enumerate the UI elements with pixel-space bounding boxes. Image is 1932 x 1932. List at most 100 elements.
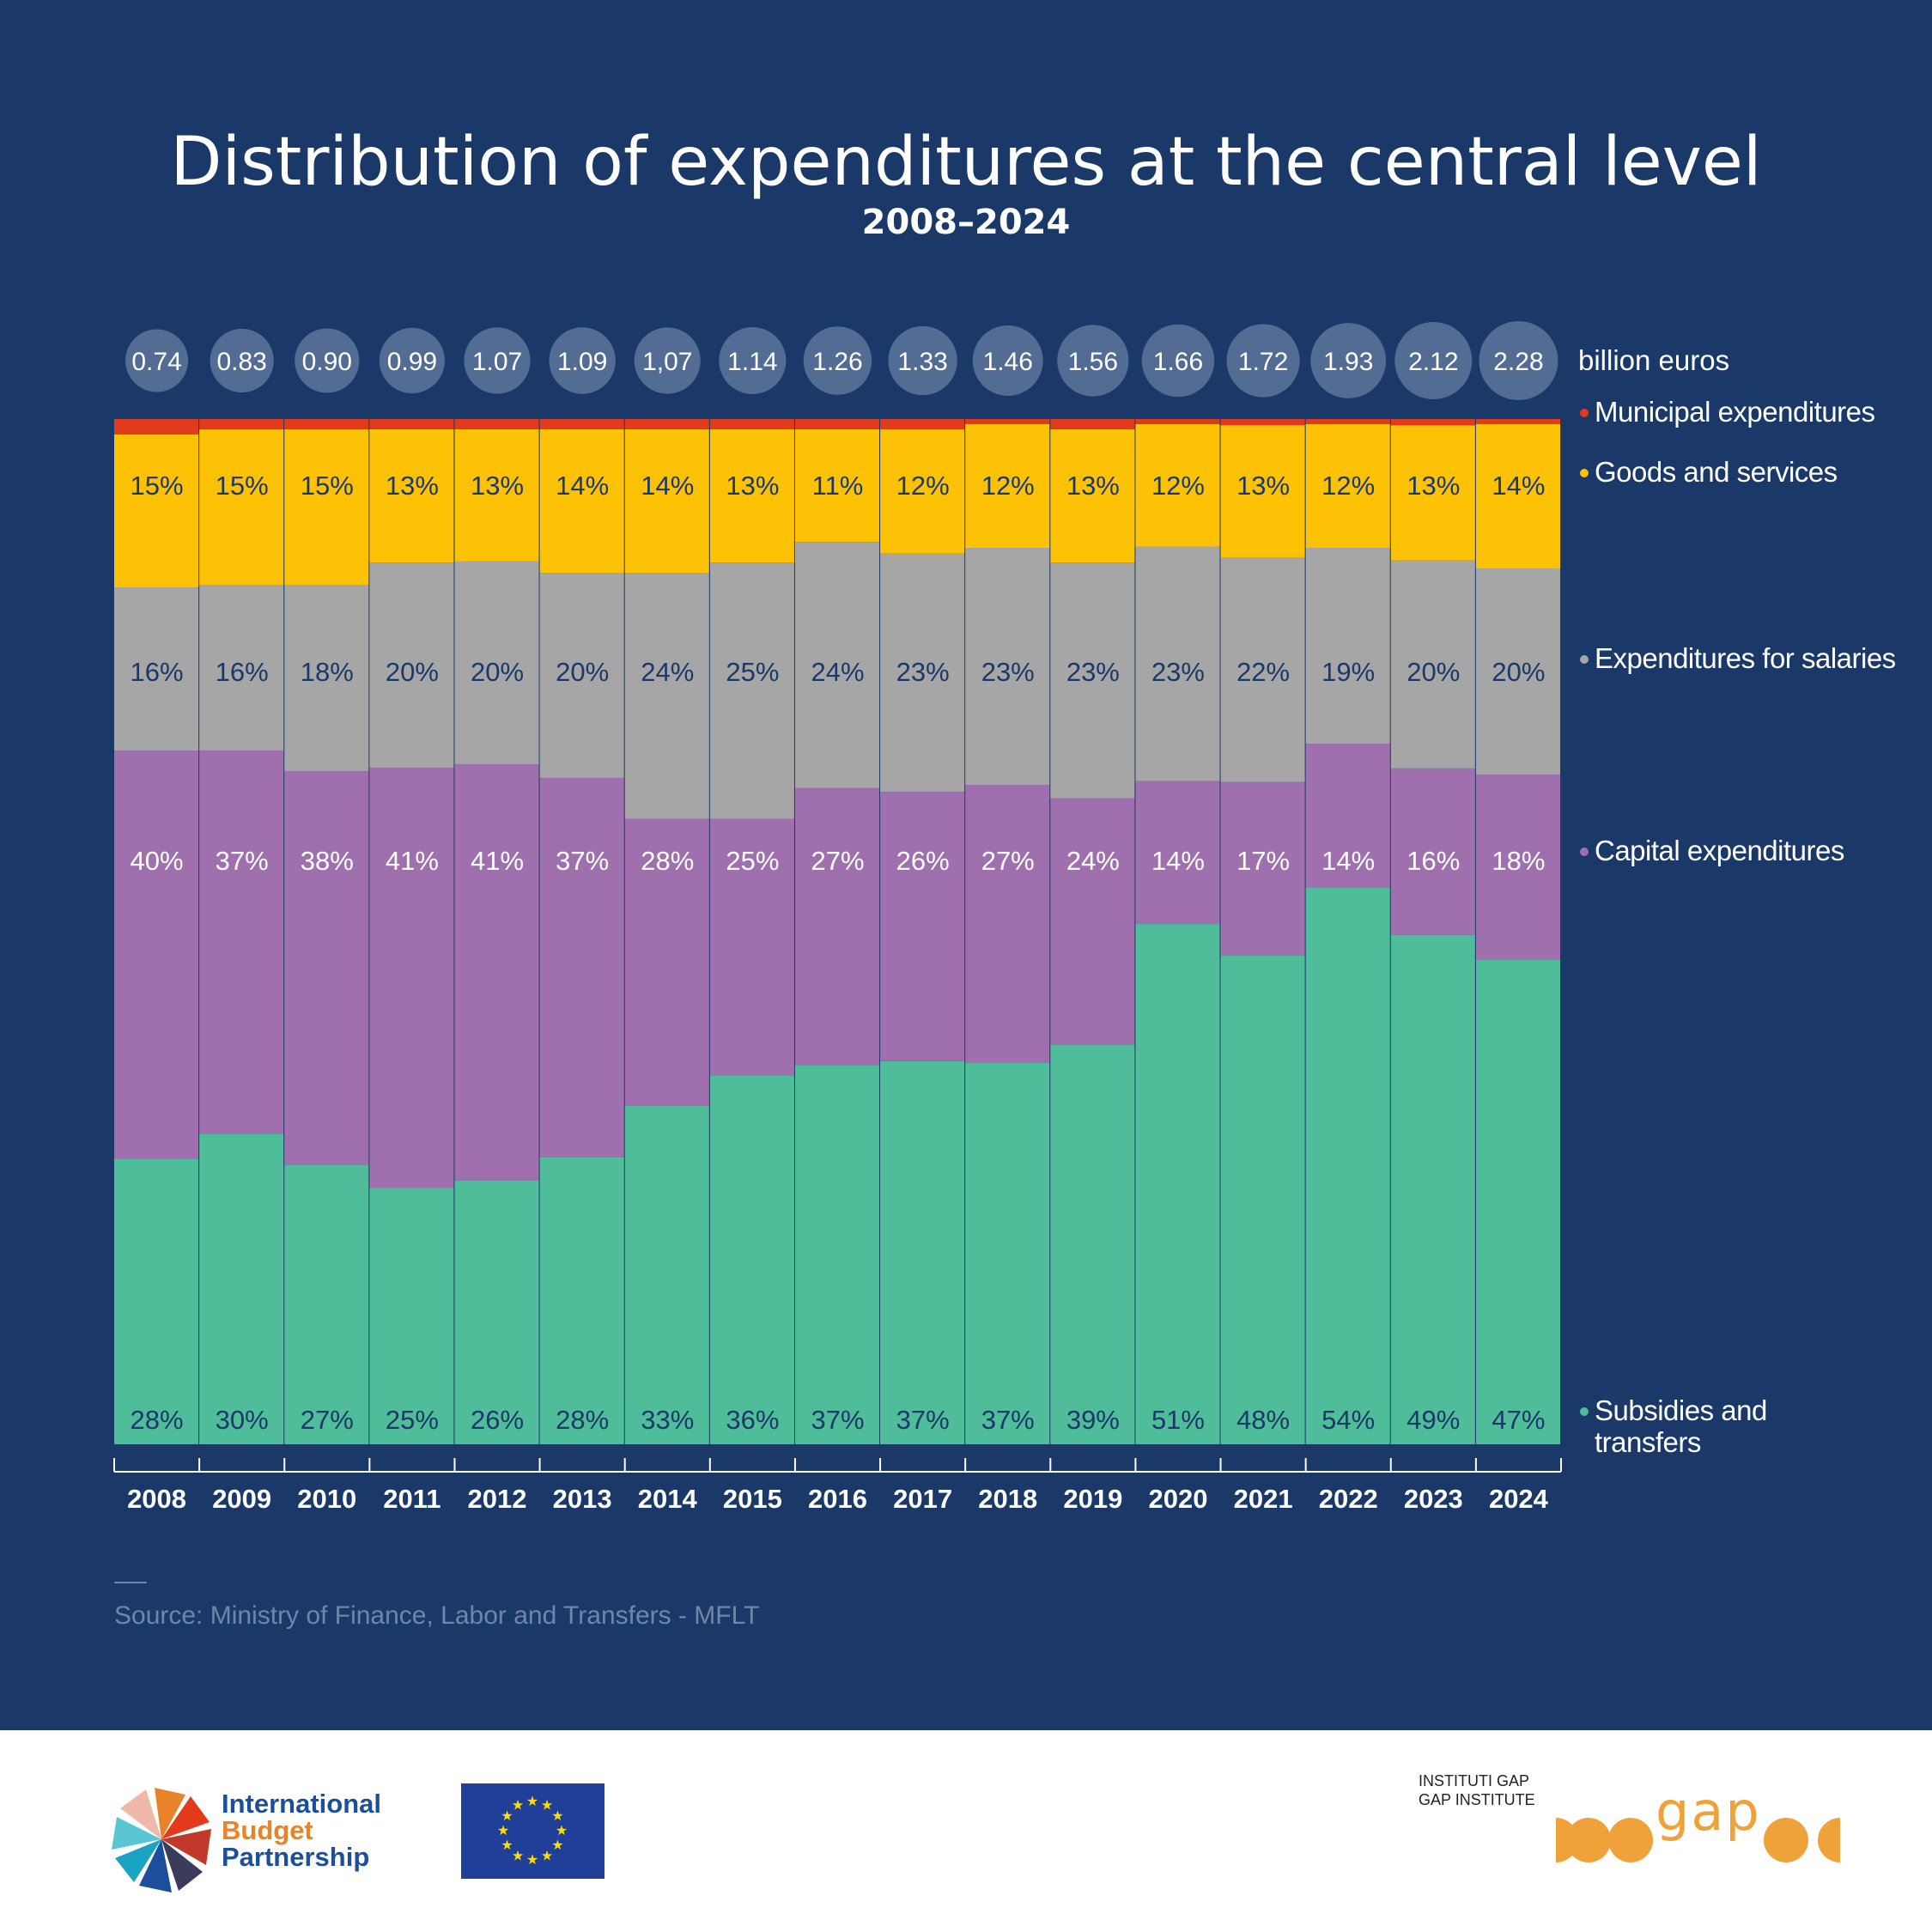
data-label: 20% — [556, 657, 609, 687]
eu-flag-icon: ★★★★★★★★★ ★ ★★ — [461, 1783, 605, 1879]
total-label: 1.46 — [983, 348, 1033, 376]
bar-segment — [454, 1180, 540, 1444]
data-label: 15% — [301, 471, 354, 501]
bar-segment — [1135, 546, 1221, 781]
total-bubble — [1310, 323, 1387, 398]
total-label: 1.14 — [727, 348, 777, 376]
bar-segment — [709, 428, 795, 563]
bar-segment — [1220, 955, 1306, 1444]
bar-segment — [1050, 428, 1136, 563]
data-label: 11% — [812, 471, 864, 501]
bar-segment — [284, 584, 370, 772]
bar-segment — [880, 553, 966, 793]
bar-segment — [199, 429, 285, 585]
bar-segment — [1390, 768, 1476, 935]
total-bubble — [125, 329, 189, 392]
x-tick-label: 2020 — [1148, 1484, 1207, 1514]
bar-segment — [1390, 560, 1476, 769]
bar-segment — [624, 428, 710, 574]
legend-swatch — [1580, 469, 1589, 477]
data-label: 25% — [386, 1405, 439, 1435]
bar-segment — [1390, 419, 1476, 426]
bar-segment — [539, 777, 625, 1157]
ibp-logo-text: International Budget Partnership — [222, 1790, 381, 1870]
bar-segment — [794, 542, 881, 788]
x-tick-label: 2021 — [1234, 1484, 1293, 1514]
data-label: 49% — [1406, 1405, 1460, 1435]
bar-segment — [1050, 562, 1136, 799]
data-label: 13% — [726, 471, 779, 501]
eu-star-icon: ★ — [501, 1809, 513, 1824]
data-label: 23% — [1066, 657, 1120, 687]
x-tick-label: 2013 — [553, 1484, 612, 1514]
x-tick-label: 2012 — [468, 1484, 527, 1514]
total-bubble — [464, 327, 531, 394]
bar-segment — [624, 419, 710, 429]
bar-segment — [454, 561, 540, 764]
data-label: 23% — [1151, 657, 1205, 687]
total-bubble — [295, 328, 360, 393]
data-label: 41% — [386, 846, 439, 876]
eu-star-icon: ★ — [541, 1849, 553, 1863]
bar-segment — [965, 548, 1051, 785]
bar-segment — [114, 587, 200, 751]
bar-segment — [454, 419, 540, 429]
x-tick-label: 2008 — [127, 1484, 186, 1514]
data-label: 28% — [556, 1405, 609, 1435]
data-label: 25% — [726, 657, 779, 687]
data-label: 13% — [386, 471, 439, 501]
data-label: 16% — [131, 657, 184, 687]
bar-segment — [1220, 781, 1306, 956]
bar-segment — [1305, 424, 1391, 548]
data-label: 27% — [981, 846, 1035, 876]
total-label: 0.74 — [131, 348, 181, 376]
total-label: 0.83 — [216, 348, 266, 376]
data-label: 37% — [556, 846, 609, 876]
bar-segment — [1475, 424, 1561, 568]
bar-segment — [709, 1075, 795, 1444]
bar-segment — [284, 419, 370, 430]
data-label: 12% — [1321, 471, 1375, 501]
bar-segment — [624, 818, 710, 1106]
data-label: 51% — [1151, 1405, 1205, 1435]
bar-segment — [1475, 960, 1561, 1444]
bar-segment — [1390, 425, 1476, 561]
x-tick-label: 2018 — [978, 1484, 1037, 1514]
bar-segment — [1390, 934, 1476, 1444]
eu-star-icon: ★ — [497, 1824, 509, 1838]
x-tick-label: 2010 — [297, 1484, 356, 1514]
x-axis: 2008 2009 2010 2011 2012 2013 2014 2015 2016 2017… — [113, 1458, 1562, 1514]
data-label: 13% — [1066, 471, 1120, 501]
data-label: 20% — [386, 657, 439, 687]
total-label: 1.09 — [557, 348, 607, 376]
total-label: 1.66 — [1153, 348, 1203, 376]
bar-segment — [1050, 798, 1136, 1045]
bar-segment — [1135, 924, 1221, 1444]
bar-segment — [369, 428, 455, 563]
data-label: 24% — [641, 657, 694, 687]
ibp-line1: International — [222, 1789, 382, 1819]
data-label: 20% — [1492, 657, 1545, 687]
eu-star-icon: ★ — [512, 1849, 524, 1863]
bar-segment — [1135, 781, 1221, 925]
data-label: 28% — [131, 1405, 184, 1435]
total-label: 1.33 — [897, 348, 947, 376]
legend-label: Goods and services — [1595, 456, 1838, 488]
legend: Subsidies and transfers Capital expenditur… — [1580, 396, 1896, 1458]
legend-swatch — [1580, 409, 1589, 417]
data-label: 38% — [301, 846, 354, 876]
data-label: 27% — [811, 846, 864, 876]
eu-star-icon: ★ — [526, 1795, 538, 1809]
bar-segment — [539, 1157, 625, 1444]
totals-unit-label: billion euros — [1578, 344, 1729, 376]
chart-subtitle: 2008–2024 — [862, 203, 1071, 242]
data-label: 37% — [896, 1405, 950, 1435]
data-label: 16% — [1406, 846, 1460, 876]
total-bubble — [379, 327, 445, 394]
gap-logo-icon — [1556, 1818, 1840, 1862]
data-label: 39% — [1066, 1405, 1120, 1435]
total-label: 1.26 — [812, 348, 862, 376]
bar-segment — [624, 1105, 710, 1444]
bar-segment — [1220, 425, 1306, 558]
